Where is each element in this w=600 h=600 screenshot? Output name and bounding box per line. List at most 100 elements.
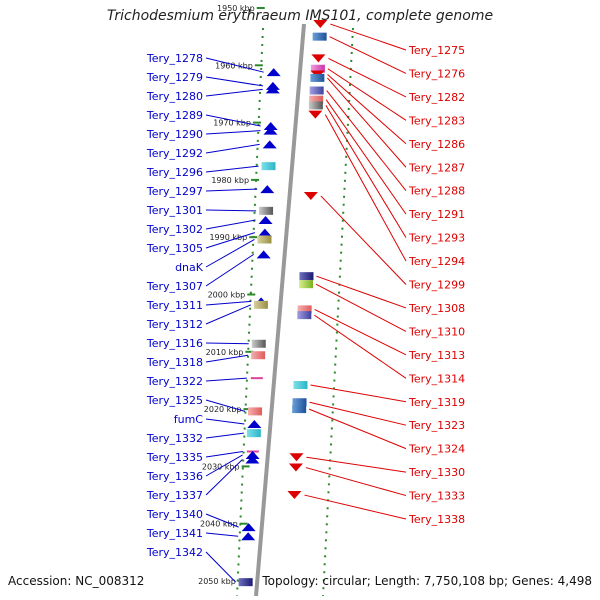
gene-block: [259, 206, 274, 215]
gene-label: Tery_1342: [146, 546, 203, 559]
gene-block: [253, 300, 268, 309]
leader-line: [326, 77, 407, 168]
leader-line: [309, 401, 407, 426]
leader-line: [326, 90, 407, 192]
leader-line: [205, 454, 243, 477]
leader-line: [205, 209, 257, 212]
leader-line: [329, 36, 407, 74]
gene-label: Tery_1308: [408, 302, 465, 315]
gene-block: [310, 64, 325, 73]
leader-line: [205, 300, 252, 306]
gene-label: Tery_1282: [408, 91, 465, 104]
gene-label: Tery_1340: [146, 508, 203, 521]
labels-group: Tery_1278 Tery_1279 Tery_1280 Tery_1289 Tery…: [146, 23, 465, 583]
leader-line: [205, 513, 239, 528]
leader-line: [205, 88, 263, 97]
gene-label: Tery_1302: [146, 223, 203, 236]
leader-line: [205, 451, 243, 458]
gene-label: Tery_1280: [146, 90, 203, 103]
gene-label: Tery_1322: [146, 375, 203, 388]
leader-line: [308, 408, 407, 450]
gene-label: Tery_1305: [146, 242, 203, 255]
gene-block: [251, 351, 266, 360]
gene-label: Tery_1318: [146, 356, 203, 369]
gene-label: Tery_1336: [146, 470, 203, 483]
gene-block: [261, 162, 276, 171]
gene-block: [293, 381, 308, 390]
leader-line: [205, 532, 239, 537]
gene-label: Tery_1288: [408, 185, 465, 198]
leader-line: [205, 232, 256, 249]
kbp-label: 2050 kbp: [198, 577, 236, 586]
gene-block: [292, 398, 307, 407]
gene-label: Tery_1278: [146, 52, 203, 65]
gene-label: Tery_1294: [408, 255, 465, 268]
gene-label: Tery_1312: [146, 318, 203, 331]
leader-line: [316, 275, 407, 309]
kbp-label: 2020 kbp: [204, 405, 242, 414]
gene-label: Tery_1313: [408, 349, 465, 362]
genome-backbone: [254, 23, 306, 597]
kbp-label: 1970 kbp: [213, 119, 251, 128]
kbp-label: 2040 kbp: [200, 520, 238, 529]
gene-label: Tery_1289: [146, 109, 203, 122]
gene-label: Tery_1316: [146, 337, 203, 350]
leader-line: [205, 551, 236, 583]
kbp-label: 1990 kbp: [209, 233, 247, 242]
leader-line: [310, 384, 407, 403]
forward-arrow: [241, 523, 256, 532]
gene-label: Tery_1337: [146, 489, 203, 502]
gene-block: [309, 86, 324, 95]
gene-block: [248, 407, 263, 416]
gene-label: Tery_1325: [146, 394, 203, 407]
features-group: [238, 20, 328, 587]
gene-label: Tery_1311: [146, 299, 203, 312]
forward-arrow: [247, 419, 262, 428]
leader-line: [327, 68, 407, 121]
gene-label: Tery_1319: [408, 396, 465, 409]
leader-line: [205, 57, 264, 73]
leader-line: [205, 219, 256, 230]
leader-line: [328, 57, 407, 98]
gene-label: Tery_1324: [408, 443, 465, 456]
kbp-label: 2030 kbp: [202, 462, 240, 471]
leader-line: [205, 188, 258, 192]
topology-text: Topology: circular; Length: 7,750,108 bp…: [262, 574, 592, 588]
kbp-label: 1950 kbp: [217, 4, 255, 13]
gene-label: Tery_1283: [408, 114, 465, 127]
gene-label: Tery_1292: [146, 147, 203, 160]
leader-line: [205, 459, 243, 496]
forward-arrow: [257, 228, 272, 237]
gene-label: Tery_1330: [408, 466, 465, 479]
forward-arrow: [260, 185, 275, 194]
leader-line: [314, 314, 407, 379]
gene-label: dnaK: [175, 261, 204, 274]
gene-label: Tery_1310: [408, 325, 465, 338]
gene-label: Tery_1333: [408, 490, 465, 503]
gene-label: Tery_1276: [408, 67, 465, 80]
reverse-arrow: [308, 110, 323, 119]
gene-block: [297, 305, 312, 314]
gene-block: [292, 405, 307, 414]
leader-line: [325, 99, 407, 215]
gene-block: [310, 73, 325, 82]
leader-line: [205, 304, 252, 325]
leader-line: [205, 165, 259, 173]
leader-line: [320, 195, 407, 285]
gene-block: [257, 235, 272, 244]
gene-label: Tery_1332: [146, 432, 203, 445]
kbp-label: 2010 kbp: [206, 348, 244, 357]
leader-line: [205, 432, 244, 439]
gene-label: fumC: [174, 413, 204, 426]
kbp-label: 1980 kbp: [211, 176, 249, 185]
leader-line: [205, 114, 261, 127]
forward-arrow: [245, 455, 260, 464]
leader-line: [205, 76, 264, 87]
gene-label: Tery_1338: [408, 513, 465, 526]
reverse-arrow: [287, 491, 302, 500]
gene-label: Tery_1297: [146, 185, 203, 198]
leader-line: [314, 308, 407, 356]
reverse-arrow: [313, 20, 328, 29]
gene-label: Tery_1275: [408, 44, 465, 57]
